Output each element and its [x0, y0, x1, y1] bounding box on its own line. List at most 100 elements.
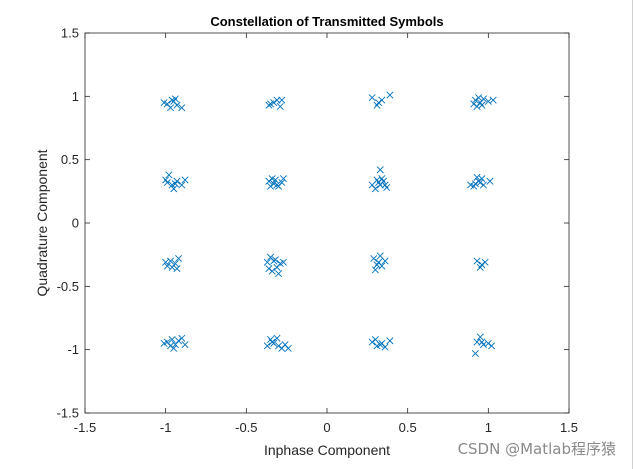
data-point — [489, 96, 497, 104]
data-point — [376, 166, 384, 174]
data-point — [273, 181, 281, 189]
data-point — [278, 96, 286, 104]
data-point — [471, 96, 479, 104]
x-tick-label: 1.5 — [560, 420, 578, 435]
y-tick-label: 0.5 — [61, 152, 79, 167]
data-point — [484, 97, 492, 105]
data-point — [479, 95, 488, 103]
data-point — [471, 349, 479, 357]
data-point — [376, 181, 384, 189]
data-point — [475, 94, 483, 102]
data-point — [267, 182, 275, 190]
data-point — [175, 337, 183, 345]
x-tick-labels: -1.5 -1 -0.5 0 0.5 1 1.5 — [74, 420, 578, 435]
data-point — [479, 181, 488, 189]
data-point — [279, 258, 287, 266]
watermark: CSDN @Matlab程序猿 — [457, 440, 616, 458]
data-point — [467, 181, 475, 189]
data-point — [168, 336, 176, 344]
data-point — [160, 99, 168, 107]
data-point — [162, 258, 170, 266]
data-point — [473, 173, 481, 181]
data-point — [368, 94, 376, 102]
data-point — [488, 342, 496, 350]
data-point — [170, 185, 178, 193]
data-point — [162, 176, 170, 184]
data-point — [373, 101, 381, 109]
data-point — [268, 267, 276, 275]
data-point — [476, 333, 484, 341]
data-point — [278, 178, 286, 186]
data-point — [175, 254, 183, 262]
data-point — [381, 343, 389, 351]
data-point — [173, 265, 181, 273]
data-point — [473, 257, 481, 265]
y-tick-label: 1 — [72, 89, 79, 104]
x-tick-label: 0.5 — [399, 420, 417, 435]
chart-title: Constellation of Transmitted Symbols — [210, 14, 443, 29]
data-point — [165, 171, 173, 179]
data-point — [181, 176, 189, 184]
data-point — [265, 177, 273, 185]
data-point — [270, 99, 278, 107]
data-point — [166, 257, 175, 265]
data-point — [386, 91, 394, 99]
data-point — [470, 100, 478, 108]
y-tick-label: -0.5 — [57, 279, 79, 294]
x-tick-label: 0 — [323, 420, 330, 435]
data-point — [171, 95, 179, 103]
data-point — [383, 184, 391, 192]
data-point — [275, 270, 283, 278]
data-point — [178, 181, 186, 189]
data-point — [378, 262, 386, 270]
data-point — [273, 334, 281, 342]
y-tick-label: 0 — [72, 216, 79, 231]
x-tick-label: 1 — [485, 420, 492, 435]
data-point — [484, 339, 492, 347]
data-point — [265, 265, 273, 273]
x-tick-label: -1 — [160, 420, 172, 435]
data-point — [371, 185, 379, 193]
data-point — [481, 258, 489, 266]
data-point — [163, 262, 171, 270]
data-point — [268, 338, 276, 346]
data-point — [386, 337, 394, 345]
y-axis-label: Quadrature Component — [34, 149, 50, 296]
y-tick-labels: -1.5 -1 -0.5 0 0.5 1 1.5 — [57, 26, 79, 421]
data-point — [178, 334, 186, 342]
data-point — [170, 344, 178, 352]
data-point — [373, 261, 381, 269]
data-point — [376, 341, 384, 349]
data-point — [171, 180, 179, 188]
data-point — [271, 256, 279, 264]
data-points — [160, 91, 497, 357]
data-point — [160, 339, 168, 347]
y-tick-label: -1.5 — [57, 406, 79, 421]
data-point — [476, 178, 484, 186]
data-point — [178, 104, 186, 112]
data-point — [271, 176, 279, 184]
data-point — [373, 176, 381, 184]
x-tick-label: -0.5 — [235, 420, 257, 435]
data-point — [279, 175, 287, 183]
data-point — [284, 344, 292, 352]
data-point — [486, 177, 494, 185]
data-point — [276, 102, 284, 110]
x-tick-label: -1.5 — [74, 420, 96, 435]
data-point — [275, 342, 283, 350]
data-point — [371, 266, 379, 274]
data-point — [263, 258, 271, 266]
data-point — [263, 342, 271, 350]
data-point — [166, 342, 175, 350]
data-point — [368, 338, 376, 346]
data-point — [181, 341, 189, 349]
axis-ticks — [84, 32, 570, 414]
data-point — [376, 252, 384, 260]
data-point — [265, 101, 273, 109]
data-point — [478, 338, 486, 346]
data-point — [478, 175, 486, 183]
data-point — [370, 254, 378, 262]
data-point — [166, 104, 175, 112]
